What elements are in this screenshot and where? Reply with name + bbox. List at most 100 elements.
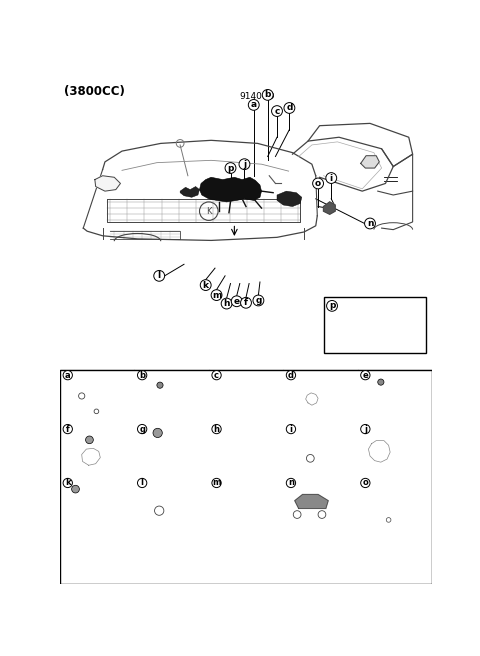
Polygon shape — [391, 390, 410, 408]
Polygon shape — [166, 399, 189, 416]
Text: o: o — [362, 478, 368, 487]
Text: b: b — [264, 91, 271, 100]
Circle shape — [153, 428, 162, 438]
Polygon shape — [82, 448, 100, 465]
Text: 91931F: 91931F — [150, 478, 184, 487]
Text: k: k — [203, 281, 209, 289]
Circle shape — [94, 409, 99, 414]
Text: k: k — [65, 478, 71, 487]
Polygon shape — [360, 155, 379, 168]
Text: 91971D: 91971D — [299, 424, 335, 434]
Text: c: c — [274, 106, 280, 115]
Text: e: e — [362, 371, 368, 380]
Circle shape — [272, 106, 282, 117]
Text: 1141AJ: 1141AJ — [156, 435, 183, 444]
Polygon shape — [295, 495, 328, 508]
Text: 91991C: 91991C — [156, 390, 185, 399]
Text: p: p — [228, 163, 234, 173]
Circle shape — [286, 371, 296, 380]
Text: 91993: 91993 — [77, 514, 101, 523]
Circle shape — [286, 424, 296, 434]
Text: l: l — [157, 272, 161, 280]
Text: i: i — [330, 174, 333, 182]
Polygon shape — [289, 438, 342, 445]
Text: g: g — [139, 424, 145, 434]
Polygon shape — [369, 441, 390, 462]
Text: h: h — [214, 424, 219, 434]
Circle shape — [63, 478, 72, 487]
Text: 91971E: 91971E — [224, 371, 259, 380]
Text: 95681: 95681 — [75, 371, 104, 380]
Text: 1125AE: 1125AE — [148, 382, 178, 391]
Polygon shape — [224, 498, 248, 523]
Circle shape — [63, 424, 72, 434]
Circle shape — [137, 478, 147, 487]
Text: 91931B: 91931B — [224, 424, 259, 434]
Text: 91400D: 91400D — [240, 92, 276, 101]
Text: 1125AD: 1125AD — [77, 489, 108, 498]
Circle shape — [212, 478, 221, 487]
Polygon shape — [365, 316, 389, 337]
Circle shape — [360, 424, 370, 434]
Text: h: h — [223, 299, 230, 308]
Text: 1125AB: 1125AB — [375, 382, 404, 391]
Text: n: n — [288, 478, 294, 487]
Text: a: a — [251, 100, 257, 110]
Polygon shape — [147, 498, 172, 523]
Circle shape — [293, 510, 301, 518]
Text: e: e — [234, 297, 240, 306]
Text: l: l — [141, 478, 144, 487]
Circle shape — [137, 424, 147, 434]
Circle shape — [79, 393, 85, 399]
Circle shape — [200, 279, 211, 291]
Polygon shape — [147, 456, 168, 468]
Text: g: g — [255, 296, 262, 305]
Text: 91971B: 91971B — [299, 478, 334, 487]
Polygon shape — [180, 186, 200, 197]
Circle shape — [221, 298, 232, 309]
Circle shape — [306, 455, 314, 462]
Text: m: m — [212, 291, 221, 300]
Polygon shape — [305, 445, 316, 472]
Text: f: f — [66, 424, 70, 434]
Circle shape — [360, 371, 370, 380]
Circle shape — [286, 478, 296, 487]
Circle shape — [155, 506, 164, 516]
Text: 91991D: 91991D — [373, 424, 409, 434]
Text: a: a — [65, 371, 71, 380]
Circle shape — [154, 270, 165, 281]
Circle shape — [211, 290, 222, 300]
Text: 91931D: 91931D — [224, 478, 260, 487]
Circle shape — [72, 485, 79, 493]
Text: 91971C: 91971C — [373, 478, 408, 487]
Text: j: j — [243, 159, 246, 169]
Text: 1125AE: 1125AE — [64, 435, 93, 444]
Polygon shape — [381, 489, 396, 525]
Circle shape — [240, 297, 252, 308]
Circle shape — [212, 371, 221, 380]
Text: f: f — [244, 298, 248, 307]
Circle shape — [248, 100, 259, 110]
Circle shape — [284, 102, 295, 113]
Circle shape — [63, 371, 72, 380]
Text: b: b — [139, 371, 145, 380]
Circle shape — [212, 424, 221, 434]
Circle shape — [326, 300, 337, 311]
Text: 91389A: 91389A — [299, 371, 334, 380]
Polygon shape — [200, 177, 262, 202]
Bar — [60, 370, 432, 584]
Text: i: i — [289, 424, 292, 434]
Text: 91991: 91991 — [64, 456, 88, 465]
Bar — [324, 297, 426, 353]
Circle shape — [262, 89, 273, 100]
Circle shape — [386, 518, 391, 522]
Polygon shape — [69, 385, 103, 415]
Polygon shape — [228, 436, 251, 472]
Circle shape — [231, 296, 242, 306]
Circle shape — [378, 379, 384, 385]
Circle shape — [85, 436, 93, 443]
Text: (3800CC): (3800CC) — [64, 85, 125, 98]
Circle shape — [360, 478, 370, 487]
Circle shape — [157, 382, 163, 388]
Text: p: p — [329, 301, 335, 310]
